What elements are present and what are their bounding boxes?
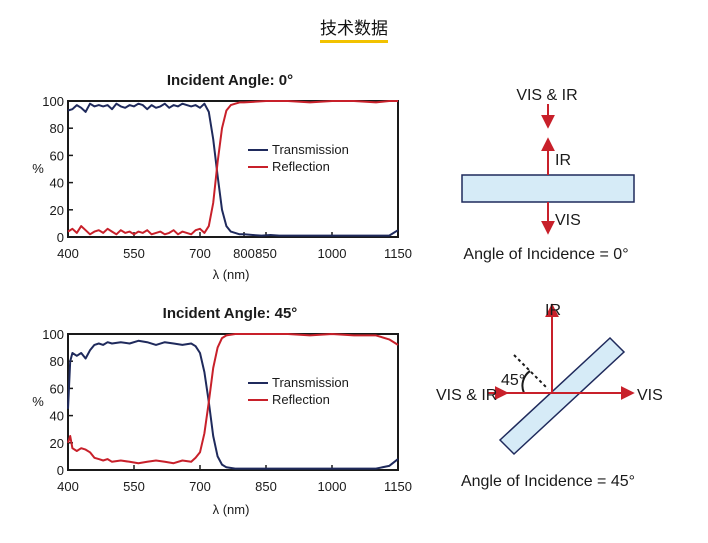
chart-title: Incident Angle: 45° [163, 305, 298, 322]
glass-plate-tilted [498, 336, 626, 456]
diagram1-transmit-label: VIS [555, 212, 581, 229]
plot-frame [67, 100, 399, 238]
series-line-transmission [67, 339, 399, 470]
x-tick-label: 700 [189, 479, 211, 494]
y-tick-label: 100 [42, 94, 64, 109]
normal-dashed-line [513, 354, 549, 390]
x-tick-label: 850 [255, 246, 277, 261]
y-tick-label: 40 [50, 176, 64, 191]
legend-label-transmission: Transmission [272, 142, 349, 157]
x-tick-label: 1000 [318, 246, 347, 261]
diagram-normal-incidence: VIS & IR IR VIS Angle of Incidence = 0° [461, 87, 635, 263]
diagram2-input-label: VIS & IR [436, 387, 497, 404]
diagram-oblique-incidence: 45° IR VIS & IR VIS Angle of Incidence =… [436, 302, 663, 490]
x-axis-label: λ (nm) [213, 502, 250, 517]
y-tick-label: 20 [50, 203, 64, 218]
diagram2-angle-label: 45° [501, 372, 525, 389]
legend-label-reflection: Reflection [272, 392, 330, 407]
y-axis-label: % [32, 394, 44, 409]
y-tick-label: 60 [50, 381, 64, 396]
y-tick-label: 0 [57, 230, 64, 245]
x-axis-label: λ (nm) [213, 267, 250, 282]
y-tick-label: 40 [50, 409, 64, 424]
diagram1-caption: Angle of Incidence = 0° [463, 246, 628, 263]
y-axis-label: % [32, 161, 44, 176]
x-tick-label: 400 [57, 479, 79, 494]
x-tick-label: 800 [233, 246, 255, 261]
x-tick-label: 850 [255, 479, 277, 494]
diagram2-transmit-label: VIS [637, 387, 663, 404]
y-tick-label: 80 [50, 354, 64, 369]
x-tick-label: 1150 [384, 479, 412, 494]
angle-arc [521, 370, 531, 394]
x-tick-label: 400 [57, 246, 79, 261]
series-line-transmission [67, 102, 399, 237]
legend-label-transmission: Transmission [272, 375, 349, 390]
chart-title: Incident Angle: 0° [167, 72, 293, 89]
diagram2-caption: Angle of Incidence = 45° [461, 473, 635, 490]
chart-1: Incident Angle: 0°400 550 700 800 850 1000 115… [32, 72, 412, 282]
y-tick-label: 80 [50, 121, 64, 136]
glass-plate [461, 174, 635, 203]
x-tick-label: 1000 [318, 479, 347, 494]
diagram2-reflect-label: IR [545, 302, 561, 319]
diagram1-input-label: VIS & IR [516, 87, 577, 104]
page-title: 技术数据 [0, 14, 708, 43]
y-tick-label: 20 [50, 436, 64, 451]
y-tick-label: 0 [57, 463, 64, 478]
series-line-reflection [67, 100, 398, 236]
x-tick-label: 700 [189, 246, 211, 261]
x-tick-label: 1150 [384, 246, 412, 261]
legend-label-reflection: Reflection [272, 159, 330, 174]
y-tick-label: 60 [50, 148, 64, 163]
series-line-reflection [67, 333, 399, 465]
y-tick-label: 100 [42, 327, 64, 342]
chart-2: Incident Angle: 45° 400 550 700 850 1000 1150 0… [32, 305, 412, 517]
x-tick-label: 550 [123, 479, 145, 494]
x-tick-label: 550 [123, 246, 145, 261]
diagram1-reflect-label: IR [555, 152, 571, 169]
